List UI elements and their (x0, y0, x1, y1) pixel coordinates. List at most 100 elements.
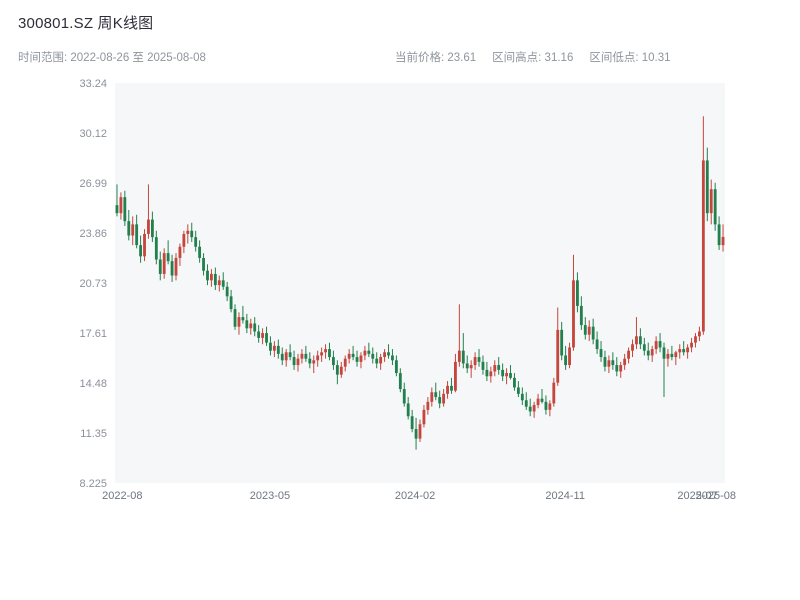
candle-body (556, 329, 560, 383)
range-high-label: 区间高点: 31.16 (492, 52, 574, 64)
candle-body (497, 365, 501, 370)
candle-body (721, 236, 725, 246)
candle-body (623, 358, 627, 366)
candle-body (257, 331, 261, 338)
candle-body (450, 385, 453, 391)
y-tick-label: 20.73 (79, 278, 107, 290)
candle-body (524, 400, 528, 407)
date-range-label: 时间范围: 2022-08-26 至 2025-08-08 (18, 52, 206, 64)
candle-body (560, 329, 564, 356)
candle-body (414, 429, 418, 439)
candle-body (210, 273, 213, 281)
y-tick-label: 33.24 (79, 78, 107, 90)
candle-body (170, 261, 174, 276)
candle-body (312, 360, 316, 364)
candle-body (619, 365, 623, 372)
candle-body (536, 398, 540, 406)
candle-body (603, 357, 607, 367)
y-tick-label: 11.35 (80, 428, 107, 440)
candle-body (579, 305, 583, 326)
candle-body (127, 221, 131, 236)
candle-body (284, 352, 288, 361)
candle-body (489, 371, 493, 377)
candle-body (410, 416, 414, 430)
candle-body (288, 352, 292, 358)
candle-body (150, 219, 154, 238)
candle-body (599, 349, 603, 358)
candle-body (174, 257, 178, 276)
candle-body (233, 309, 237, 327)
candle-body (493, 365, 497, 372)
candle-body (328, 349, 331, 358)
candle-body (564, 355, 568, 366)
candle-body (300, 353, 304, 359)
candle-body (457, 350, 461, 362)
candle-body (438, 397, 442, 404)
candle-body (694, 336, 697, 343)
candle-body (147, 219, 150, 234)
candle-body (572, 280, 575, 348)
candle-body (135, 224, 139, 246)
candle-body (139, 245, 142, 257)
candle-body (548, 403, 552, 410)
candle-body (528, 406, 532, 412)
page-title: 300801.SZ 周K线图 (18, 15, 154, 32)
candle-body (434, 392, 438, 398)
candle-body (469, 365, 473, 369)
x-tick-label: 2025-08 (696, 490, 736, 502)
candle-body (166, 253, 170, 262)
candle-body (568, 347, 571, 366)
candle-body (465, 363, 469, 369)
x-tick-label: 2024-11 (545, 490, 585, 502)
candle-body (540, 398, 544, 402)
candle-body (379, 357, 383, 364)
candle-body (225, 286, 229, 297)
candle-body (646, 350, 650, 356)
candle-body (265, 333, 268, 343)
candle-body (178, 246, 182, 258)
candle-body (119, 197, 123, 214)
candle-body (520, 393, 524, 401)
candle-body (202, 257, 205, 271)
candle-body (713, 189, 717, 225)
candle-body (131, 224, 135, 236)
candle-body (532, 405, 536, 412)
y-tick-label: 26.99 (79, 178, 107, 190)
candle-body (383, 352, 386, 358)
candle-body (198, 246, 202, 258)
candle-body (245, 320, 249, 329)
candle-body (654, 341, 658, 350)
candle-body (229, 296, 233, 310)
candle-body (631, 344, 634, 351)
candle-body (158, 259, 162, 274)
candle-body (190, 230, 194, 238)
candle-body (213, 273, 217, 286)
candle-body (658, 341, 662, 348)
candle-body (666, 353, 670, 359)
candle-body (355, 357, 359, 362)
candle-body (367, 350, 371, 354)
candle-body (351, 353, 355, 358)
candle-body (332, 357, 335, 366)
candle-body (115, 205, 119, 214)
candle-body (308, 358, 312, 364)
candle-body (709, 189, 713, 214)
current-price-label: 当前价格: 23.61 (395, 52, 477, 64)
candle-body (627, 350, 630, 359)
y-tick-label: 8.225 (79, 478, 107, 490)
candle-body (461, 350, 465, 364)
candle-body (280, 353, 284, 361)
candle-body (473, 357, 477, 366)
price-stats: 当前价格: 23.61 区间高点: 31.16 区间低点: 10.31 (395, 49, 671, 65)
candle-body (516, 387, 520, 394)
candle-body (186, 230, 190, 234)
range-low-label: 区间低点: 10.31 (589, 52, 671, 64)
candle-body (296, 358, 300, 366)
candle-body (154, 237, 158, 260)
candle-body (485, 369, 489, 377)
candle-body (123, 197, 127, 222)
candle-body (237, 317, 241, 327)
candle-body (402, 389, 406, 404)
candle-body (686, 347, 690, 353)
